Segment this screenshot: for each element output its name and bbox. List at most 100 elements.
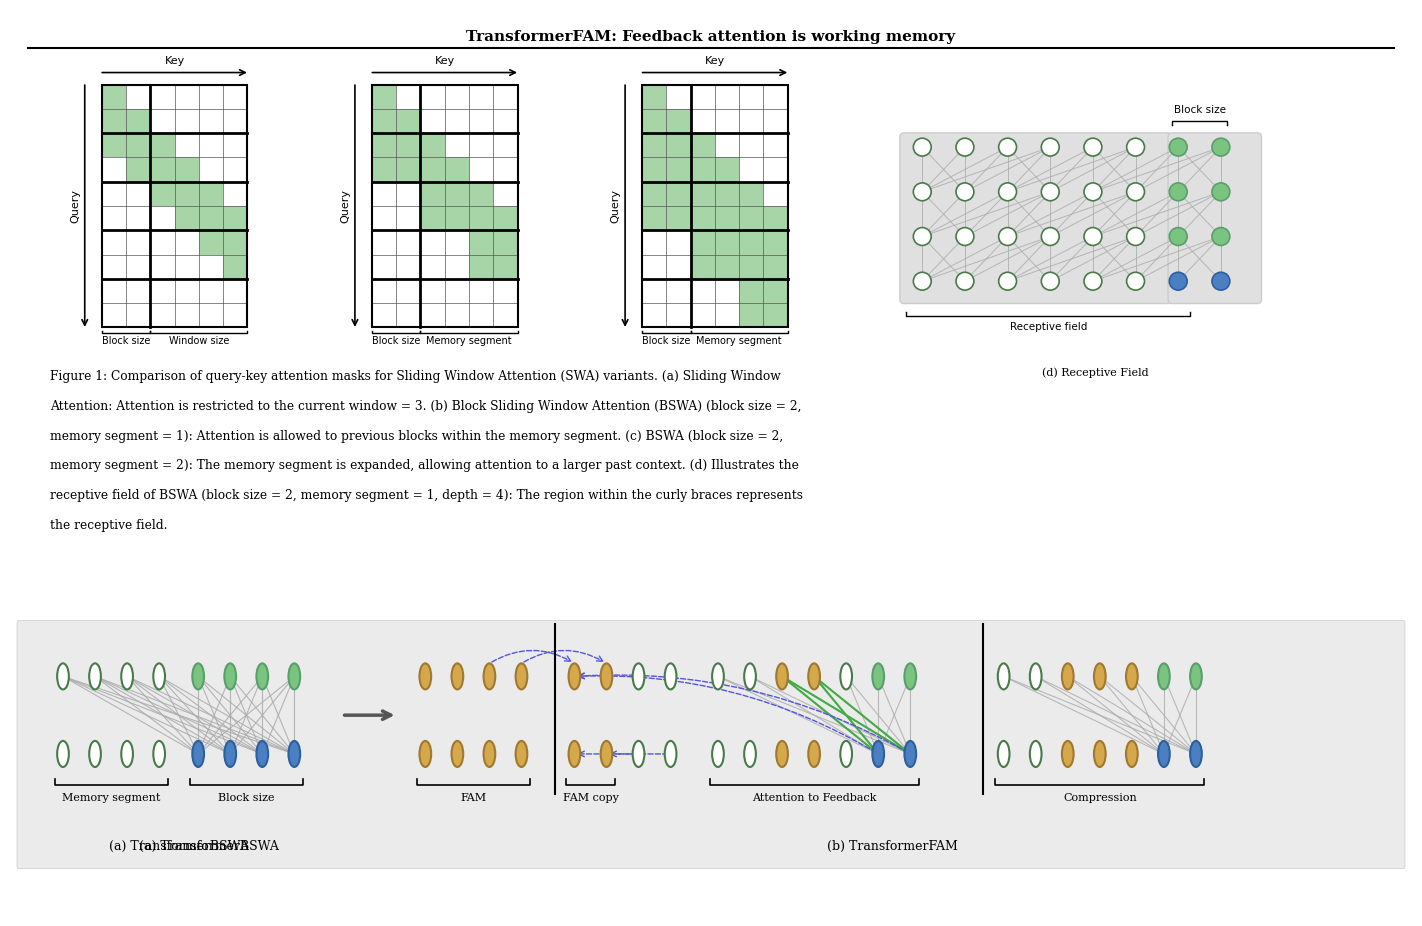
Circle shape <box>256 741 269 767</box>
Bar <box>667 206 691 231</box>
Circle shape <box>1062 741 1074 767</box>
Bar <box>421 181 445 206</box>
Text: Memory segment: Memory segment <box>63 793 161 803</box>
Circle shape <box>664 663 677 690</box>
Circle shape <box>1212 228 1230 245</box>
Bar <box>469 181 493 206</box>
Circle shape <box>840 663 852 690</box>
Circle shape <box>633 741 644 767</box>
Bar <box>643 133 667 157</box>
Bar <box>739 255 764 279</box>
Circle shape <box>1126 663 1138 690</box>
Bar <box>373 157 397 181</box>
Bar <box>667 109 691 133</box>
Circle shape <box>289 663 300 690</box>
Bar <box>469 231 493 255</box>
Circle shape <box>913 272 931 290</box>
Circle shape <box>1126 228 1145 245</box>
Bar <box>643 181 667 206</box>
Bar <box>643 84 788 328</box>
Bar <box>691 206 715 231</box>
Bar <box>764 231 788 255</box>
Bar <box>397 157 421 181</box>
Circle shape <box>744 741 757 767</box>
Bar <box>691 181 715 206</box>
Text: (b) BSWA: (b) BSWA <box>404 672 456 682</box>
Circle shape <box>192 741 203 767</box>
Circle shape <box>712 663 724 690</box>
Text: Attention: Attention is restricted to the current window = 3. (b) Block Sliding : Attention: Attention is restricted to th… <box>50 400 801 413</box>
Bar <box>175 181 199 206</box>
Text: TransformerFAM: Feedback attention is working memory: TransformerFAM: Feedback attention is wo… <box>466 30 956 44</box>
Bar <box>643 84 667 109</box>
Circle shape <box>808 663 820 690</box>
Circle shape <box>998 228 1017 245</box>
Circle shape <box>913 228 931 245</box>
Bar <box>373 109 397 133</box>
Bar <box>764 255 788 279</box>
Bar <box>667 133 691 157</box>
Circle shape <box>956 182 974 201</box>
Circle shape <box>121 741 132 767</box>
Circle shape <box>600 741 613 767</box>
Bar <box>643 109 667 133</box>
Text: memory segment = 2): The memory segment is expanded, allowing attention to a lar: memory segment = 2): The memory segment … <box>50 459 799 472</box>
Bar <box>199 231 223 255</box>
Bar <box>102 133 127 157</box>
Circle shape <box>1094 741 1106 767</box>
Bar <box>493 231 518 255</box>
Text: Memory segment: Memory segment <box>427 336 512 346</box>
Bar <box>764 303 788 328</box>
Circle shape <box>998 138 1017 156</box>
Text: (b) TransformerFAM: (b) TransformerFAM <box>826 840 957 853</box>
Bar <box>127 157 151 181</box>
Circle shape <box>1041 228 1059 245</box>
Bar <box>445 157 469 181</box>
Bar <box>691 157 715 181</box>
Text: Key: Key <box>705 56 725 67</box>
Text: Memory segment: Memory segment <box>697 336 782 346</box>
Bar <box>151 157 175 181</box>
Circle shape <box>1126 138 1145 156</box>
Bar <box>127 109 151 133</box>
Bar <box>175 157 199 181</box>
Bar <box>739 279 764 303</box>
Circle shape <box>483 741 495 767</box>
Circle shape <box>998 663 1010 690</box>
Circle shape <box>633 663 644 690</box>
Text: the receptive field.: the receptive field. <box>50 519 168 532</box>
Bar <box>715 181 739 206</box>
Circle shape <box>956 272 974 290</box>
Circle shape <box>1212 272 1230 290</box>
Bar <box>667 181 691 206</box>
Circle shape <box>1126 182 1145 201</box>
Circle shape <box>1030 663 1041 690</box>
Text: Block size: Block size <box>1173 105 1226 115</box>
Bar <box>397 109 421 133</box>
Text: Attention to Feedback: Attention to Feedback <box>752 793 876 803</box>
Circle shape <box>776 663 788 690</box>
Circle shape <box>956 228 974 245</box>
Bar <box>223 255 247 279</box>
Circle shape <box>1169 228 1187 245</box>
Circle shape <box>90 663 101 690</box>
Bar <box>373 133 397 157</box>
Bar <box>175 206 199 231</box>
Bar <box>199 206 223 231</box>
Circle shape <box>90 741 101 767</box>
FancyBboxPatch shape <box>900 133 1172 304</box>
Text: (a) Sliding Window Attention: (a) Sliding Window Attention <box>78 672 242 683</box>
Circle shape <box>419 741 431 767</box>
FancyBboxPatch shape <box>17 620 1405 869</box>
Circle shape <box>289 741 300 767</box>
Bar <box>469 206 493 231</box>
Bar <box>739 181 764 206</box>
Circle shape <box>1041 138 1059 156</box>
Bar <box>739 231 764 255</box>
Circle shape <box>913 138 931 156</box>
Bar <box>691 133 715 157</box>
Circle shape <box>744 663 757 690</box>
Circle shape <box>904 663 916 690</box>
Circle shape <box>154 741 165 767</box>
Circle shape <box>452 741 464 767</box>
